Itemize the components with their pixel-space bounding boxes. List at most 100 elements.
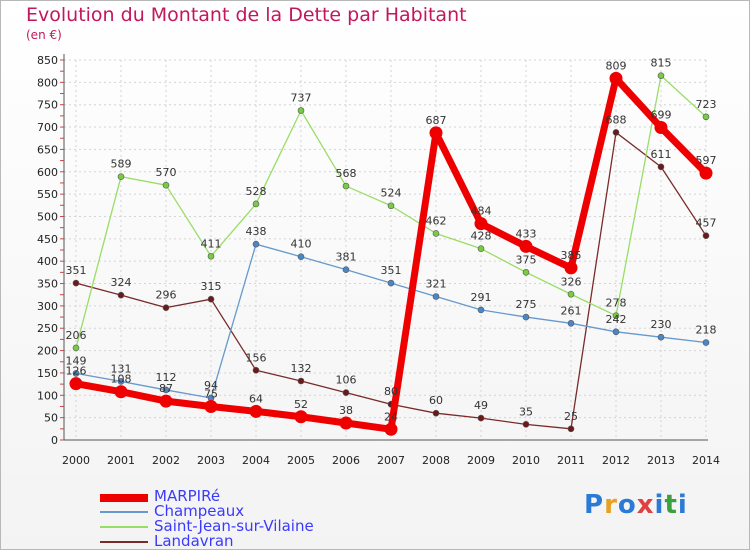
data-label: 324 bbox=[111, 276, 132, 289]
data-point bbox=[432, 409, 440, 417]
data-point bbox=[699, 166, 713, 180]
data-point bbox=[612, 328, 620, 336]
data-label: 87 bbox=[159, 382, 173, 395]
data-label: 570 bbox=[156, 166, 177, 179]
x-tick-label: 2005 bbox=[287, 454, 315, 467]
data-point bbox=[654, 121, 668, 135]
data-point bbox=[72, 279, 80, 287]
data-point bbox=[117, 173, 125, 180]
data-label: 687 bbox=[426, 114, 447, 127]
logo-letter: r bbox=[604, 490, 618, 520]
data-point bbox=[294, 410, 308, 424]
data-label: 411 bbox=[201, 237, 222, 250]
data-label: 723 bbox=[696, 98, 717, 111]
data-label: 462 bbox=[426, 214, 447, 227]
data-point bbox=[474, 217, 488, 231]
data-label: 428 bbox=[471, 230, 492, 243]
data-label: 132 bbox=[291, 362, 312, 375]
data-label: 106 bbox=[336, 374, 357, 387]
x-tick-label: 2010 bbox=[512, 454, 540, 467]
logo-letter: x bbox=[636, 490, 655, 520]
data-label: 438 bbox=[246, 225, 267, 238]
x-tick-label: 2012 bbox=[602, 454, 630, 467]
data-label: 218 bbox=[696, 324, 717, 337]
data-point bbox=[207, 252, 215, 260]
data-point bbox=[567, 425, 575, 433]
y-tick-label: 150 bbox=[37, 367, 58, 380]
data-label: 381 bbox=[336, 251, 357, 264]
data-point bbox=[702, 113, 710, 121]
data-label: 52 bbox=[294, 398, 308, 411]
data-point bbox=[477, 306, 485, 314]
y-tick-label: 400 bbox=[37, 255, 58, 268]
data-label: 321 bbox=[426, 277, 447, 290]
data-label: 38 bbox=[339, 404, 353, 417]
data-label: 24 bbox=[384, 410, 398, 423]
y-tick-label: 500 bbox=[37, 210, 58, 223]
data-label: 75 bbox=[204, 387, 218, 400]
y-tick-label: 250 bbox=[37, 322, 58, 335]
data-label: 815 bbox=[651, 57, 672, 70]
x-tick-label: 2009 bbox=[467, 454, 495, 467]
legend-swatch bbox=[100, 494, 148, 502]
x-tick-label: 2013 bbox=[647, 454, 675, 467]
data-label: 230 bbox=[651, 318, 672, 331]
data-point bbox=[477, 414, 485, 422]
y-tick-label: 700 bbox=[37, 121, 58, 134]
data-point bbox=[612, 129, 620, 136]
y-tick-label: 550 bbox=[37, 188, 58, 201]
y-tick-label: 800 bbox=[37, 76, 58, 89]
x-tick-label: 2001 bbox=[107, 454, 135, 467]
data-point bbox=[339, 416, 353, 430]
data-label: 149 bbox=[66, 354, 87, 367]
data-point bbox=[432, 230, 440, 237]
y-tick-label: 450 bbox=[37, 233, 58, 246]
data-label: 375 bbox=[516, 253, 537, 266]
logo-letter: o bbox=[617, 490, 637, 520]
logo-letter: t bbox=[664, 490, 678, 520]
y-tick-label: 100 bbox=[37, 389, 58, 402]
y-tick-label: 600 bbox=[37, 166, 58, 179]
logo-letter: P bbox=[584, 490, 605, 520]
data-point bbox=[342, 182, 350, 190]
data-point bbox=[564, 261, 578, 275]
data-point bbox=[297, 377, 305, 385]
data-point bbox=[432, 293, 440, 300]
x-tick-label: 2003 bbox=[197, 454, 225, 467]
x-tick-label: 2014 bbox=[692, 454, 720, 467]
data-point bbox=[162, 181, 170, 189]
data-point bbox=[657, 163, 665, 171]
legend-label: Saint-Jean-sur-Vilaine bbox=[154, 517, 314, 535]
legend-label: MARPIRé bbox=[154, 487, 221, 505]
data-label: 524 bbox=[381, 187, 402, 200]
data-label: 131 bbox=[111, 362, 132, 375]
data-label: 528 bbox=[246, 185, 267, 198]
logo-letter: i bbox=[654, 490, 665, 520]
y-tick-label: 750 bbox=[37, 99, 58, 112]
chart-subtitle: (en €) bbox=[26, 28, 62, 42]
legend-swatch bbox=[100, 526, 148, 528]
data-point bbox=[72, 370, 80, 377]
data-label: 261 bbox=[561, 304, 582, 317]
data-point bbox=[297, 107, 305, 114]
x-tick-label: 2007 bbox=[377, 454, 405, 467]
data-point bbox=[297, 253, 305, 261]
data-label: 80 bbox=[384, 385, 398, 398]
y-tick-label: 0 bbox=[51, 434, 58, 447]
data-point bbox=[252, 200, 260, 208]
x-tick-label: 2000 bbox=[62, 454, 90, 467]
data-point bbox=[162, 304, 170, 311]
data-label: 315 bbox=[201, 280, 222, 293]
data-point bbox=[609, 71, 623, 85]
chart-title: Evolution du Montant de la Dette par Hab… bbox=[26, 4, 467, 26]
data-label: 108 bbox=[111, 373, 132, 386]
y-tick-label: 200 bbox=[37, 345, 58, 358]
data-point bbox=[252, 240, 260, 248]
data-label: 611 bbox=[651, 148, 672, 161]
data-label: 457 bbox=[696, 217, 717, 230]
x-tick-label: 2004 bbox=[242, 454, 270, 467]
data-point bbox=[117, 291, 125, 299]
data-label: 385 bbox=[561, 249, 582, 262]
data-point bbox=[117, 378, 125, 385]
